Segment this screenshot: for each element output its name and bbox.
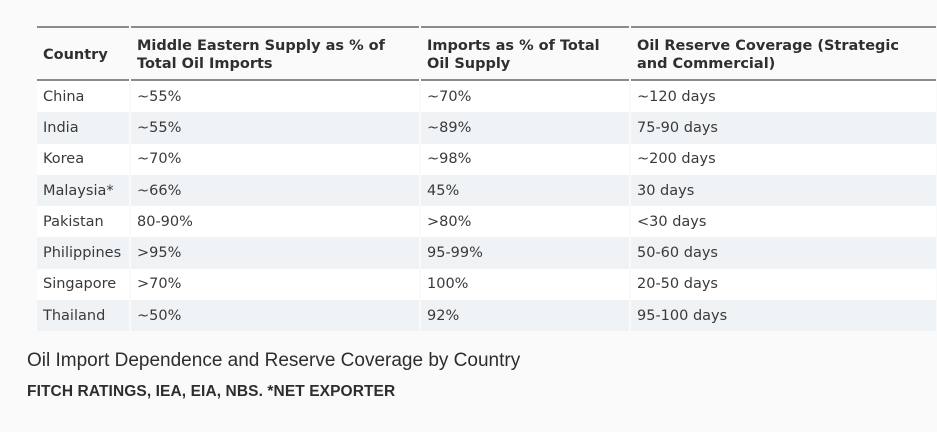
cell-reserve-coverage: ~120 days [631, 81, 936, 113]
cell-country: Korea [37, 143, 129, 175]
oil-dependence-table: Country Middle Eastern Supply as % of To… [35, 26, 937, 332]
table-row: Malaysia* ~66% 45% 30 days [37, 174, 936, 207]
cell-middle-eastern-supply: ~70% [131, 143, 419, 175]
cell-imports-share: >80% [421, 206, 629, 238]
cell-middle-eastern-supply: >95% [131, 237, 419, 269]
source-credit: FITCH RATINGS, IEA, EIA, NBS. *NET EXPOR… [27, 383, 396, 400]
cell-reserve-coverage: 95-100 days [631, 300, 936, 332]
cell-country: Malaysia* [37, 174, 129, 207]
cell-middle-eastern-supply: >70% [131, 268, 419, 301]
cell-country: India [37, 112, 129, 144]
cell-country: Philippines [37, 237, 129, 269]
header-country: Country [37, 26, 129, 81]
table-row: Pakistan 80-90% >80% <30 days [37, 206, 936, 238]
cell-imports-share: ~89% [421, 112, 629, 144]
cell-imports-share: ~70% [421, 81, 629, 113]
header-imports-share: Imports as % of Total Oil Supply [421, 26, 629, 81]
cell-middle-eastern-supply: ~50% [131, 300, 419, 332]
cell-middle-eastern-supply: ~55% [131, 112, 419, 144]
cell-country: Pakistan [37, 206, 129, 238]
table-header-row: Country Middle Eastern Supply as % of To… [37, 26, 936, 81]
table-row: Korea ~70% ~98% ~200 days [37, 143, 936, 175]
header-middle-eastern-supply: Middle Eastern Supply as % of Total Oil … [131, 26, 419, 81]
cell-imports-share: 45% [421, 174, 629, 207]
cell-imports-share: 92% [421, 300, 629, 332]
oil-dependence-table-container: Country Middle Eastern Supply as % of To… [37, 26, 936, 332]
table-row: Singapore >70% 100% 20-50 days [37, 268, 936, 301]
table-row: India ~55% ~89% 75-90 days [37, 112, 936, 144]
cell-middle-eastern-supply: ~55% [131, 81, 419, 113]
cell-country: Singapore [37, 268, 129, 301]
cell-country: China [37, 81, 129, 113]
cell-reserve-coverage: 30 days [631, 174, 936, 207]
cell-reserve-coverage: 50-60 days [631, 237, 936, 269]
cell-reserve-coverage: 20-50 days [631, 268, 936, 301]
cell-country: Thailand [37, 300, 129, 332]
cell-reserve-coverage: <30 days [631, 206, 936, 238]
cell-imports-share: 100% [421, 268, 629, 301]
table-caption: Oil Import Dependence and Reserve Covera… [27, 350, 521, 371]
table-row: Thailand ~50% 92% 95-100 days [37, 300, 936, 332]
header-reserve-coverage: Oil Reserve Coverage (Strategic and Comm… [631, 26, 936, 81]
table-row: China ~55% ~70% ~120 days [37, 81, 936, 113]
cell-reserve-coverage: ~200 days [631, 143, 936, 175]
cell-imports-share: 95-99% [421, 237, 629, 269]
cell-middle-eastern-supply: ~66% [131, 174, 419, 207]
cell-imports-share: ~98% [421, 143, 629, 175]
cell-middle-eastern-supply: 80-90% [131, 206, 419, 238]
cell-reserve-coverage: 75-90 days [631, 112, 936, 144]
table-row: Philippines >95% 95-99% 50-60 days [37, 237, 936, 269]
